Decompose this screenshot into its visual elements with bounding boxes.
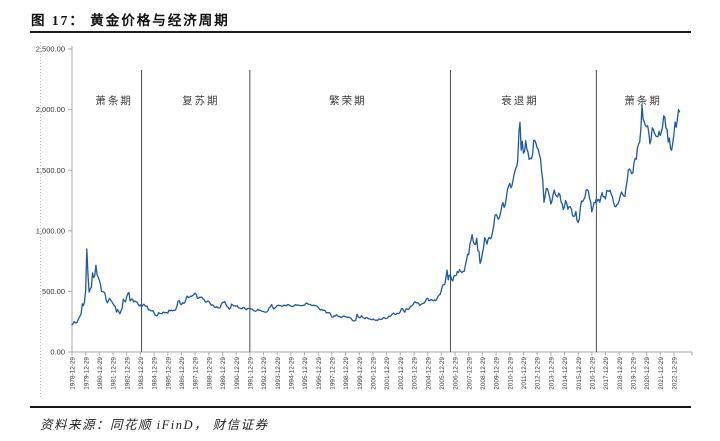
y-axis-label: 2,000.00	[36, 105, 65, 114]
y-axis-label: 1,000.00	[36, 226, 65, 235]
x-axis-label: 2017-12-29	[603, 357, 610, 390]
x-axis-label: 2015-12-29	[576, 357, 583, 390]
x-axis-label: 1993-12-29	[275, 357, 282, 390]
x-axis-label: 1985-12-29	[165, 357, 172, 390]
x-axis-label: 2019-12-29	[630, 357, 637, 390]
gold-price-line	[71, 104, 681, 326]
source-divider-line	[30, 406, 691, 408]
y-axis-label: 2,500.00	[36, 45, 65, 54]
x-axis-label: 1988-12-29	[206, 357, 213, 390]
title-underline	[30, 31, 691, 33]
x-axis-label: 2012-12-29	[535, 357, 542, 390]
data-source-text: 资料来源：同花顺 iFinD， 财信证券	[40, 418, 269, 432]
x-axis-label: 1992-12-29	[261, 357, 268, 390]
x-axis-label: 2000-12-29	[371, 357, 378, 390]
x-axis-label: 1979-12-29	[83, 357, 90, 390]
period-label: 萧条期	[624, 94, 662, 107]
x-axis-label: 2014-12-29	[562, 357, 569, 390]
x-axis-label: 2011-12-29	[521, 357, 528, 390]
figure-title: 图 17： 黄金价格与经济周期	[31, 13, 230, 28]
x-axis-label: 1982-12-29	[124, 357, 131, 390]
x-axis-label: 1987-12-29	[193, 357, 200, 390]
x-axis-label: 2007-12-29	[466, 357, 473, 390]
x-axis-label: 1991-12-29	[247, 357, 254, 390]
x-axis-label: 1989-12-29	[220, 357, 227, 390]
x-axis-label: 2003-12-29	[412, 357, 419, 390]
x-axis-label: 2021-12-29	[658, 357, 665, 390]
x-axis-label: 2001-12-29	[384, 357, 391, 390]
x-axis-label: 1994-12-29	[288, 357, 295, 390]
x-axis-label: 2004-12-29	[425, 357, 432, 390]
x-axis-label: 2013-12-29	[548, 357, 555, 390]
period-label: 繁荣期	[329, 94, 367, 107]
x-axis-label: 1999-12-29	[357, 357, 364, 390]
period-label: 衰退期	[501, 94, 539, 107]
x-axis-label: 1996-12-29	[316, 357, 323, 390]
x-axis-label: 2010-12-29	[507, 357, 514, 390]
x-axis-label: 1990-12-29	[234, 357, 241, 390]
x-axis-label: 2022-12-29	[672, 357, 679, 390]
y-axis-label: 0.00	[50, 348, 65, 357]
x-axis-label: 1981-12-29	[111, 357, 118, 390]
x-axis-label: 1995-12-29	[302, 357, 309, 390]
x-axis-label: 2002-12-29	[398, 357, 405, 390]
x-axis-label: 1998-12-29	[343, 357, 350, 390]
x-axis-label: 1983-12-29	[138, 357, 145, 390]
period-label: 萧条期	[95, 94, 133, 107]
x-axis-label: 2018-12-29	[617, 357, 624, 390]
x-axis-label: 2008-12-29	[480, 357, 487, 390]
x-axis-label: 1980-12-29	[97, 357, 104, 390]
x-axis-label: 2006-12-29	[453, 357, 460, 390]
y-axis-label: 1,500.00	[36, 166, 65, 175]
x-axis-label: 2009-12-29	[494, 357, 501, 390]
x-axis-label: 2005-12-29	[439, 357, 446, 390]
period-label: 复苏期	[182, 94, 220, 107]
x-axis-label: 2016-12-29	[589, 357, 596, 390]
y-axis-label: 500.00	[42, 287, 65, 296]
x-axis-label: 2020-12-29	[644, 357, 651, 390]
x-axis-label: 1978-12-29	[70, 357, 77, 390]
x-axis-label: 1997-12-29	[330, 357, 337, 390]
x-axis-label: 1984-12-29	[152, 357, 159, 390]
x-axis-label: 1986-12-29	[179, 357, 186, 390]
